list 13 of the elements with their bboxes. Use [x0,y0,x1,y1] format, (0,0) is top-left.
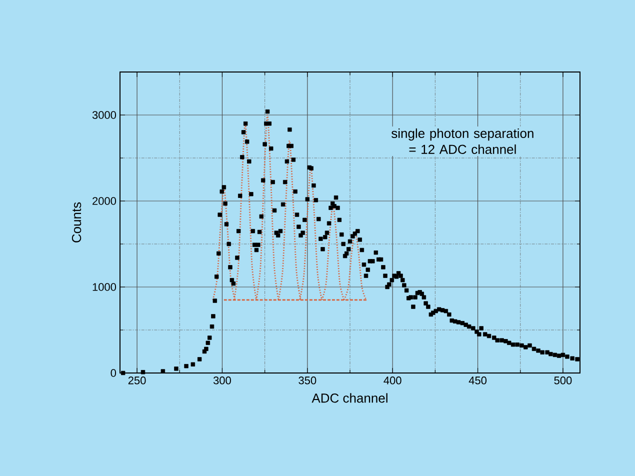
annotation: single photon separation = 12 ADC channel [392,128,534,154]
y-tick-label: 3000 [92,111,116,119]
y-tick-label: 0 [110,369,116,377]
x-tick-label: 350 [298,376,316,384]
x-tick-label: 450 [468,376,487,384]
y-tick-label: 1000 [92,283,116,291]
x-axis-title: ADC channel [312,393,388,403]
y-tick-label: 2000 [92,197,116,205]
x-tick-label: 400 [384,376,402,384]
x-tick-label: 500 [554,376,572,384]
x-tick-label: 300 [213,376,231,384]
y-axis-title: Counts [72,202,82,242]
x-tick-label: 250 [128,376,146,384]
